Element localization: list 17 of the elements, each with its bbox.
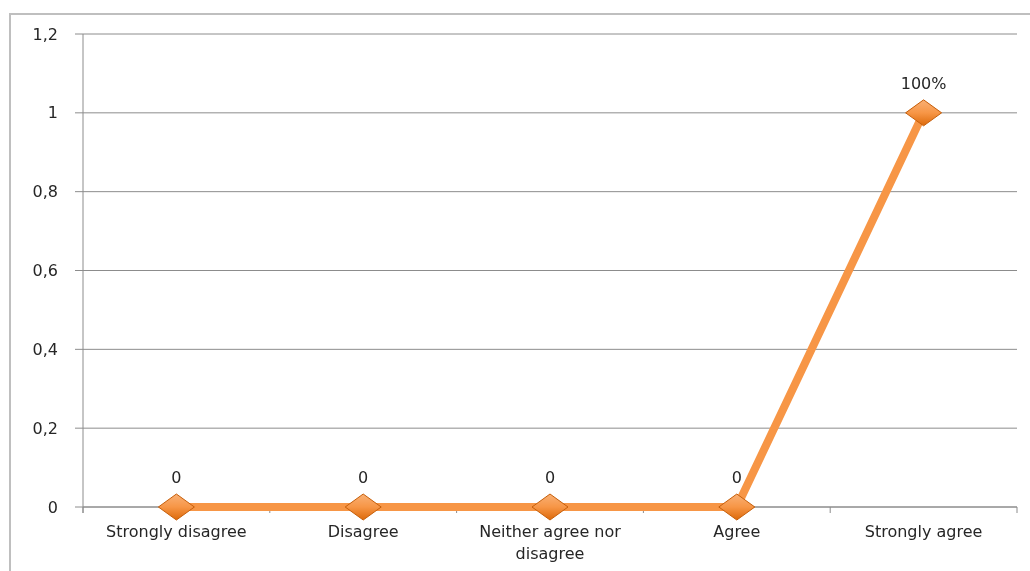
data-label: 0 <box>171 468 182 487</box>
data-label: 0 <box>358 468 369 487</box>
y-tick-label: 1,2 <box>32 24 58 44</box>
x-tick-label: Neither agree nor disagree <box>479 522 622 563</box>
y-tick-label: 0 <box>47 497 58 517</box>
x-tick-label: Strongly disagree <box>106 522 247 541</box>
x-tick-label: Strongly agree <box>864 522 983 541</box>
y-tick-label: 0,4 <box>32 339 58 359</box>
data-label: 0 <box>544 468 556 487</box>
x-tick-label: Disagree <box>327 522 399 541</box>
y-tick-label: 0,2 <box>32 418 58 438</box>
data-label: 100% <box>900 73 947 93</box>
x-tick-label: Agree <box>713 522 761 541</box>
y-tick-label: 0,8 <box>32 182 58 202</box>
y-tick-label: 1 <box>47 103 58 123</box>
data-label: 0 <box>731 468 742 487</box>
y-tick-label: 0,6 <box>32 261 58 281</box>
